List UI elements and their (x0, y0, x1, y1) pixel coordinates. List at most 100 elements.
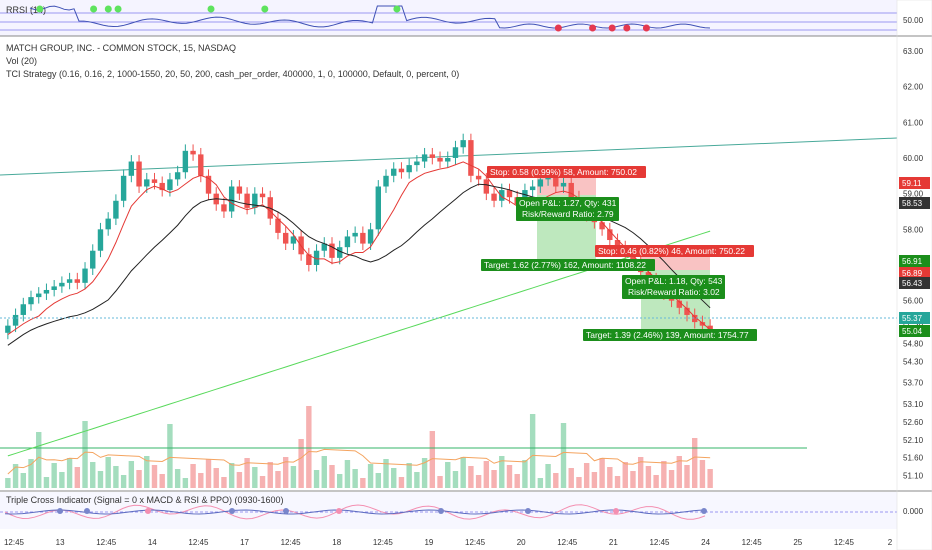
candle-body (136, 161, 142, 187)
volume-bar (213, 468, 219, 488)
volume-bars (5, 406, 713, 488)
volume-bar (113, 466, 119, 488)
trend-line (0, 137, 898, 176)
trade-stop-zone (537, 175, 596, 195)
trade-pnl-label-bg (516, 197, 619, 221)
volume-bar (128, 461, 135, 488)
candle-body (398, 168, 405, 173)
candle-body (599, 222, 605, 230)
candle-body (190, 150, 196, 155)
volume-bar (491, 470, 497, 488)
volume-bar (97, 471, 104, 488)
trade-pnl-label: Open P&L: 1.18, Qty: 543 (625, 276, 723, 286)
price-axis-tick: 53.10 (903, 400, 924, 409)
time-axis: 12:45 13 12:45 14 12:45 17 12:45 18 12:45 19 12:45… (4, 538, 893, 547)
candle-body (383, 175, 389, 187)
oscillator-marker (613, 508, 619, 514)
volume-bar (236, 472, 243, 488)
price-axis-tick: 61.00 (903, 118, 924, 127)
oscillator-title: Triple Cross Indicator (Signal = 0 x MAC… (6, 495, 284, 505)
volume-bar (529, 414, 536, 488)
oscillator-marker (283, 508, 289, 514)
candle-body (607, 229, 613, 241)
volume-bar (352, 469, 358, 488)
time-axis-tick: 12:45 (188, 538, 209, 547)
candle-body (406, 165, 412, 173)
candle-body (205, 175, 212, 194)
rrsi-buy-marker (114, 5, 122, 13)
price-panel: Stop: 0.58 (0.99%) 58, Amount: 750.02 Ope… (0, 133, 898, 488)
volume-bar (36, 432, 42, 488)
candle-body (74, 279, 81, 283)
volume-bar (20, 473, 26, 488)
time-axis-tick: 18 (332, 538, 341, 547)
candle-body (120, 175, 127, 201)
volume-bar (367, 464, 374, 488)
volume-bar (591, 472, 598, 488)
candle-body (475, 175, 482, 180)
candle-body (367, 229, 374, 244)
volume-bar (90, 462, 96, 488)
price-badge-label: 58.53 (902, 199, 923, 208)
trade-target-label: Target: 1.62 (2.77%) 162, Amount: 1108.2… (484, 260, 646, 270)
volume-bar (468, 466, 474, 488)
trade-pnl-label: Open P&L: 1.27, Qty: 431 (519, 198, 617, 208)
volume-bar (298, 439, 304, 488)
time-axis-tick: 12:45 (96, 538, 117, 547)
time-axis-tick: 19 (424, 538, 433, 547)
candle-body (699, 322, 706, 326)
volume-bar (421, 458, 428, 488)
volume-bar (136, 470, 142, 488)
candle-body (421, 154, 428, 162)
time-axis-tick: 2 (888, 538, 893, 547)
trade-labels: Stop: 0.58 (0.99%) 58, Amount: 750.02 Ope… (481, 166, 757, 341)
volume-bar (120, 475, 127, 488)
trade-stop-label-bg (487, 166, 646, 178)
price-axis-tick: 51.10 (903, 472, 924, 481)
candle-body (236, 186, 243, 194)
oscillator-marker (701, 508, 707, 514)
candle-body (568, 182, 574, 198)
volume-bar (452, 471, 459, 488)
volume-bar (159, 474, 165, 488)
price-axis-tick: 52.10 (903, 436, 924, 445)
price-badge (899, 312, 930, 324)
oscillator-line-2 (4, 509, 706, 515)
price-badge (899, 325, 930, 337)
oscillator-marker (229, 508, 235, 514)
volume-bar (614, 476, 621, 488)
oscillator-marker (336, 508, 342, 514)
candle-body (20, 304, 26, 315)
volume-bar (537, 478, 544, 488)
candle-body (182, 150, 189, 173)
volume-bar (391, 468, 397, 488)
price-badge (899, 177, 930, 189)
candle-body (529, 186, 536, 191)
volume-bar (630, 471, 636, 488)
volume-label: Vol (20) (6, 56, 37, 66)
volume-bar (676, 456, 682, 488)
price-badge-label: 59.11 (902, 179, 922, 188)
time-axis-tick: 21 (609, 538, 618, 547)
candle-body (321, 243, 327, 251)
rrsi-buy-marker (36, 5, 44, 13)
candle-body (59, 282, 65, 287)
price-axis-tick: 59.00 (903, 190, 924, 199)
candle-body (560, 182, 567, 187)
volume-bar (653, 475, 659, 488)
candle-body (228, 186, 235, 212)
volume-bar (344, 460, 351, 488)
rrsi-line (29, 5, 711, 29)
volume-bar (198, 473, 204, 488)
trade-target-label: Target: 1.39 (2.46%) 139, Amount: 1754.7… (586, 330, 749, 340)
volume-bar (383, 459, 389, 488)
trade-stop-label: Stop: 0.58 (0.99%) 58, Amount: 750.02 (490, 167, 637, 177)
volume-bar (28, 459, 34, 488)
candle-body (313, 250, 320, 265)
volume-bar (375, 473, 381, 488)
price-axis-tick: 53.70 (903, 379, 924, 388)
candle-body (43, 289, 50, 294)
candle-body (36, 293, 42, 298)
price-badge (899, 267, 930, 279)
